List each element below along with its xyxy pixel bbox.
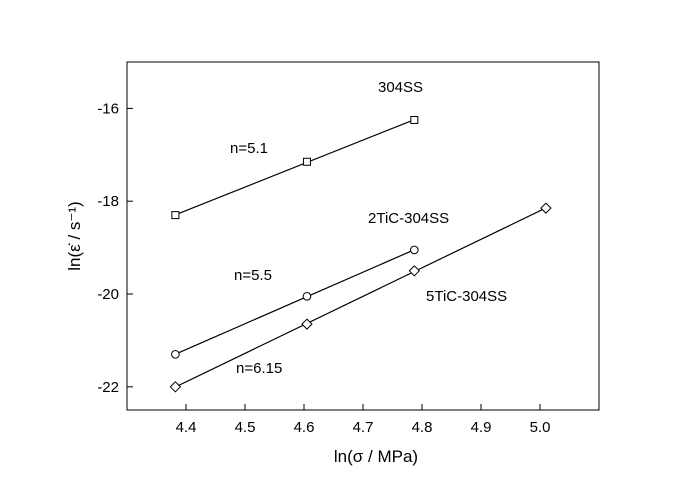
y-tick-label: -16 [97,100,119,117]
x-tick-label: 5.0 [530,419,551,436]
data-point-square [302,157,311,166]
x-tick-label: 4.5 [235,419,256,436]
n-label-2tic: n=5.5 [234,267,272,284]
data-point-square [171,211,180,220]
y-axis-title: ln(ε̇ / s⁻¹) [65,201,84,270]
series-fit-line [175,249,415,355]
series-label-5tic: 5TiC-304SS [426,288,507,305]
x-tick-label: 4.9 [471,419,492,436]
y-tick-label: -20 [97,286,119,303]
series-layer [169,116,552,393]
x-tick-label: 4.4 [176,419,197,436]
data-point-diamond [540,202,552,214]
series-fit-line [175,119,415,216]
annotations: 304SS n=5.1 2TiC-304SS n=5.5 5TiC-304SS … [230,79,507,377]
y-tick-label: -22 [97,379,119,396]
x-tick-label: 4.8 [412,419,433,436]
data-point-square [410,116,419,124]
data-point-circle [171,350,180,359]
data-point-diamond [408,265,421,277]
series-fit-line [175,207,547,388]
data-point-diamond [169,381,182,393]
y-tick-label: -18 [97,193,119,210]
x-tick-label: 4.7 [353,419,374,436]
data-point-circle [302,292,312,301]
plot-frame [126,61,600,411]
n-label-5tic: n=6.15 [236,360,282,377]
x-axis: 4.4 4.5 4.6 4.7 4.8 4.9 5.0 [176,404,551,436]
n-label-304ss: n=5.1 [230,140,268,157]
series-label-304ss: 304SS [378,79,423,96]
x-axis-title: ln(σ / MPa) [334,447,418,466]
data-point-circle [410,245,419,255]
y-axis: -22 -20 -18 -16 [97,100,133,396]
data-point-diamond [301,318,313,330]
x-tick-label: 4.6 [294,419,315,436]
series-label-2tic: 2TiC-304SS [368,210,449,227]
